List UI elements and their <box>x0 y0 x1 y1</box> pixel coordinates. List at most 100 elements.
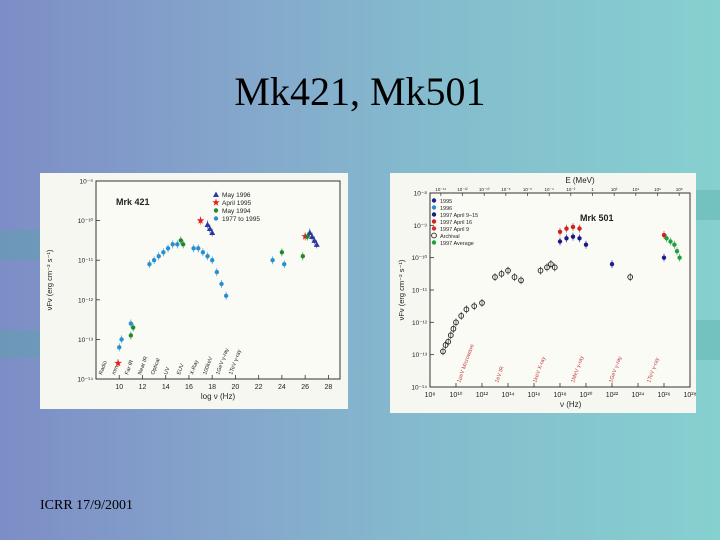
data-point <box>458 313 465 319</box>
data-point <box>196 246 201 251</box>
legend-label: May 1996 <box>222 192 251 199</box>
series-1997-april-9-15 <box>557 232 589 249</box>
legend-label: 1997 Average <box>440 241 474 247</box>
legend-label: 1997 April 16 <box>440 220 472 226</box>
data-point <box>175 242 180 247</box>
slide-footer: ICRR 17/9/2001 <box>40 498 133 513</box>
data-point <box>661 232 667 238</box>
data-point <box>463 306 470 313</box>
legend-marker <box>431 226 437 231</box>
legend-marker <box>213 216 219 221</box>
legend-label: April 1995 <box>222 200 252 207</box>
y-tick-label: 10⁻⁸ <box>414 191 428 198</box>
plot-frame <box>95 180 341 380</box>
data-point <box>440 348 446 355</box>
data-point <box>577 236 582 241</box>
data-point <box>219 281 224 287</box>
top-tick-label: 10⁻¹⁰ <box>479 187 490 192</box>
top-tick-label: 10² <box>611 187 618 192</box>
data-point <box>537 267 544 274</box>
data-point <box>128 333 134 338</box>
x-tick-label: 18 <box>208 384 216 391</box>
y-tick-label: 10⁻¹² <box>412 320 428 327</box>
series-1997-april-16 <box>557 222 667 240</box>
data-point <box>305 234 310 239</box>
legend-marker <box>431 219 437 224</box>
series-archival <box>440 260 634 356</box>
top-tick-label: 10⁴ <box>632 187 639 192</box>
chart-title: Mrk 501 <box>580 213 614 223</box>
data-point <box>205 254 210 259</box>
data-point <box>551 264 558 271</box>
data-point <box>570 234 576 239</box>
data-point <box>661 255 667 260</box>
data-point <box>200 250 206 255</box>
band-label: mm <box>111 365 120 376</box>
y-tick-label: 10⁻¹⁴ <box>77 377 93 384</box>
data-point <box>677 255 682 260</box>
legend-marker <box>431 240 437 245</box>
data-point <box>300 254 306 259</box>
x-tick-label: 10 <box>115 384 123 391</box>
data-point <box>479 300 485 306</box>
data-point <box>206 225 213 232</box>
data-point <box>518 277 524 284</box>
data-point <box>668 239 673 244</box>
legend-marker <box>431 212 437 217</box>
legend-label: 1996 <box>440 206 452 212</box>
data-point <box>577 226 582 231</box>
legend-marker <box>431 205 437 210</box>
data-point <box>511 274 518 280</box>
data-point <box>180 242 186 247</box>
y-tick-label: 10⁻⁹ <box>414 223 428 230</box>
data-point <box>204 221 211 228</box>
top-tick-label: 10⁻¹⁴ <box>435 187 446 192</box>
data-point <box>209 258 215 263</box>
data-point <box>564 236 569 241</box>
background-shape <box>0 230 40 260</box>
background-shape <box>696 190 720 220</box>
data-point <box>583 242 589 247</box>
legend-marker <box>212 198 220 206</box>
x-tick-label: 12 <box>139 384 147 391</box>
data-point <box>117 345 122 350</box>
legend-marker <box>213 191 219 197</box>
top-tick-label: 10⁻² <box>566 187 575 192</box>
data-point <box>214 269 220 275</box>
top-tick-label: 10⁻⁴ <box>545 187 554 192</box>
data-point <box>471 303 478 310</box>
x-tick-label: 10¹⁴ <box>501 392 514 399</box>
top-tick-label: 10⁻⁶ <box>523 187 532 192</box>
top-tick-label: 10⁸ <box>676 187 683 192</box>
band-label: X-Ray <box>189 359 200 376</box>
data-point <box>498 270 505 277</box>
data-point <box>447 332 454 339</box>
y-tick-label: 10⁻¹³ <box>78 337 94 344</box>
data-point <box>114 359 122 367</box>
mrk421-sed-chart: 10 12 14 16 18 20 22 24 26 28 10⁻⁹ 10⁻¹⁰ 10⁻¹¹ 10⁻¹² 1… <box>40 173 348 409</box>
band-label: Far IR <box>124 359 135 375</box>
series-1977-to-1995 <box>117 240 287 352</box>
legend-label: Archival <box>440 234 460 240</box>
x-tick-label: 10²⁴ <box>631 392 644 399</box>
x-tick-label: 10²⁶ <box>658 392 671 399</box>
y-tick-label: 10⁻¹¹ <box>78 258 94 265</box>
x-tick-label: 10¹⁸ <box>553 392 566 399</box>
data-point <box>664 236 669 241</box>
data-point <box>209 229 216 235</box>
data-point <box>270 258 275 263</box>
x-tick-label: 28 <box>324 384 332 391</box>
band-label: Optical <box>150 358 161 376</box>
series-april-1995 <box>114 216 309 368</box>
data-point <box>119 337 124 342</box>
data-point <box>223 293 229 299</box>
data-point <box>313 241 320 247</box>
legend-marker <box>213 208 219 213</box>
data-point <box>609 261 615 267</box>
y-axis-label: νFν (erg cm⁻² s⁻¹) <box>397 259 406 320</box>
y-tick-label: 10⁻⁹ <box>80 179 94 186</box>
data-point <box>282 261 287 267</box>
y-tick-label: 10⁻¹² <box>78 297 94 304</box>
data-point <box>548 261 554 267</box>
